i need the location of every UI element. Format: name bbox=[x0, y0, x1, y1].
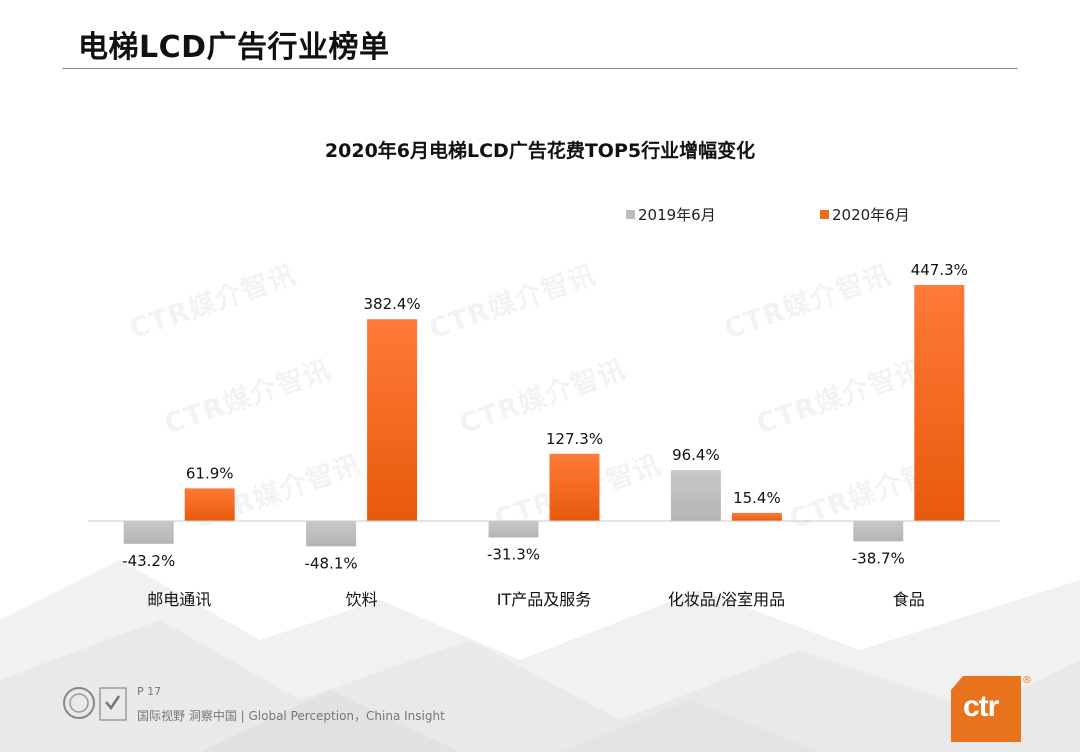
slide-title: 电梯LCD广告行业榜单 bbox=[78, 30, 390, 65]
ctr-logo bbox=[951, 676, 1021, 742]
data-label-2020-2: 127.3% bbox=[546, 430, 603, 448]
legend-swatch-2020 bbox=[820, 210, 829, 219]
category-label: 食品 bbox=[893, 590, 925, 609]
data-label-2020-3: 15.4% bbox=[733, 489, 781, 507]
data-label-2019-3: 96.4% bbox=[672, 446, 720, 464]
bar-2020-4 bbox=[914, 285, 965, 521]
registered-mark: ® bbox=[1022, 675, 1032, 686]
data-label-2019-1: -48.1% bbox=[305, 554, 358, 572]
category-label: 饮料 bbox=[346, 590, 378, 609]
category-label: 邮电通讯 bbox=[147, 590, 211, 609]
footer-tagline: 国际视野 洞察中国 | Global Perception，China Insi… bbox=[137, 709, 445, 723]
data-label-2020-1: 382.4% bbox=[363, 295, 420, 313]
bar-2020-2 bbox=[549, 453, 600, 521]
data-label-2019-2: -31.3% bbox=[487, 546, 540, 564]
legend-label-2020: 2020年6月 bbox=[832, 206, 910, 224]
category-label: 化妆品/浴室用品 bbox=[668, 590, 785, 609]
bar-2020-0 bbox=[184, 488, 235, 521]
bar-2019-1 bbox=[306, 521, 357, 547]
data-label-2019-4: -38.7% bbox=[852, 549, 905, 567]
ctr-logo-text: ctr bbox=[963, 690, 999, 723]
legend-label-2019: 2019年6月 bbox=[638, 206, 716, 224]
bar-2019-0 bbox=[123, 521, 174, 544]
certification-logos bbox=[63, 687, 127, 721]
category-label: IT产品及服务 bbox=[497, 590, 592, 609]
chart-title: 2020年6月电梯LCD广告花费TOP5行业增幅变化 bbox=[324, 140, 756, 162]
bar-2019-4 bbox=[853, 521, 904, 542]
bar-2020-1 bbox=[367, 319, 418, 521]
legend-swatch-2019 bbox=[626, 210, 635, 219]
title-divider bbox=[62, 68, 1018, 69]
data-label-2020-4: 447.3% bbox=[911, 261, 968, 279]
page-number: P 17 bbox=[137, 685, 162, 698]
data-label-2019-0: -43.2% bbox=[122, 552, 175, 570]
bar-2020-3 bbox=[731, 512, 782, 521]
legend-item-2019: 2019年6月 bbox=[626, 204, 716, 225]
data-label-2020-0: 61.9% bbox=[186, 464, 234, 482]
bar-2019-3 bbox=[670, 470, 721, 521]
bar-2019-2 bbox=[488, 521, 539, 538]
legend-item-2020: 2020年6月 bbox=[820, 204, 910, 225]
